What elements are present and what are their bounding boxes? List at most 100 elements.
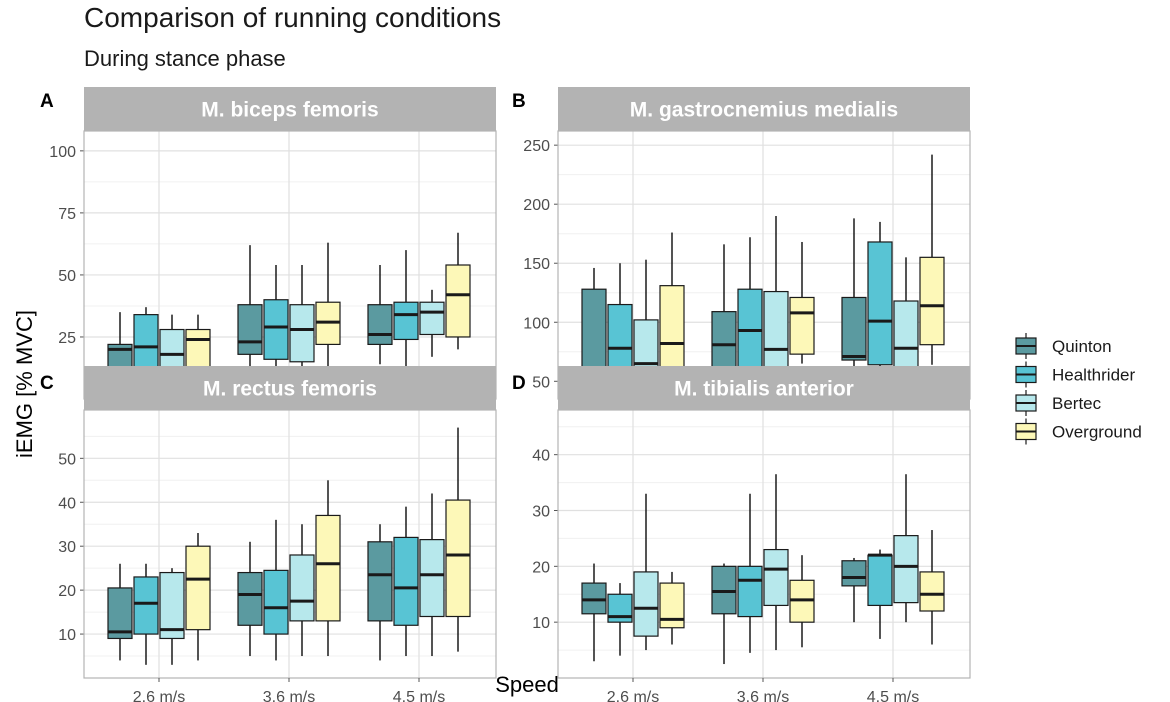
box	[393, 536, 419, 626]
box	[107, 587, 133, 640]
box	[263, 569, 289, 635]
boxplot-healthrider	[133, 563, 159, 665]
legend-item: Healthrider	[1015, 361, 1135, 388]
boxplot-bertec	[763, 474, 789, 651]
legend-item: Overground	[1015, 418, 1142, 445]
facet-panel: D M. tibialis anterior 10 20 30 40 2.6 m/s 3.6 …	[512, 366, 971, 702]
y-tick-label: 20	[58, 583, 76, 600]
box	[893, 535, 919, 604]
box	[763, 290, 789, 380]
boxplot-overground	[919, 154, 945, 365]
boxplot-overground	[445, 427, 471, 652]
boxplot-overground	[789, 555, 815, 648]
y-axis-title: iEMG [% MVC]	[12, 310, 37, 458]
panel-tag: D	[512, 373, 526, 394]
boxplot-quinton	[841, 557, 867, 623]
box	[185, 545, 211, 631]
facet-panel: C M. rectus femoris 10 20 30 40 50 2.6 m/s 3.6 m…	[40, 366, 497, 702]
x-tick-label: 4.5 m/s	[867, 689, 919, 702]
legend-label: Overground	[1052, 423, 1142, 442]
box	[919, 256, 945, 346]
box	[419, 539, 445, 618]
boxplot-bertec	[763, 216, 789, 384]
boxplot-overground	[919, 530, 945, 645]
box	[867, 241, 893, 366]
x-axis-title: Speed	[495, 672, 559, 697]
y-tick-label: 40	[532, 448, 550, 465]
boxplot-healthrider	[867, 221, 893, 372]
box	[841, 296, 867, 361]
panel-tag: A	[40, 91, 54, 112]
box	[763, 548, 789, 607]
x-tick-label: 2.6 m/s	[133, 689, 185, 702]
chart-title: Comparison of running conditions	[84, 2, 501, 33]
y-tick-label: 100	[523, 315, 550, 332]
legend-label: Healthrider	[1052, 366, 1135, 385]
y-tick-label: 10	[58, 627, 76, 644]
box	[367, 541, 393, 622]
box	[185, 328, 211, 368]
boxplot-quinton	[237, 245, 263, 372]
y-tick-label: 200	[523, 197, 550, 214]
boxplot-healthrider	[133, 307, 159, 382]
boxplot-overground	[185, 533, 211, 661]
boxplot-overground	[445, 232, 471, 350]
facet-panels: A M. biceps femoris 25 50 75 100 B M. gastrocne…	[40, 87, 971, 702]
y-tick-label: 30	[532, 504, 550, 521]
panel-border	[557, 409, 971, 679]
boxplot-bertec	[289, 524, 315, 657]
facet-strip	[84, 87, 496, 131]
box	[841, 560, 867, 587]
box	[711, 311, 737, 368]
box	[289, 554, 315, 622]
box	[633, 571, 659, 637]
box	[893, 300, 919, 371]
box	[393, 301, 419, 341]
boxplot-healthrider	[607, 583, 633, 656]
box	[159, 571, 185, 640]
x-tick-label: 4.5 m/s	[393, 689, 445, 702]
facet-panel: B M. gastrocnemius medialis 50 100 150 200 250	[512, 87, 971, 400]
boxplot-bertec	[893, 257, 919, 379]
box	[867, 554, 893, 607]
facet-strip-title: M. biceps femoris	[201, 99, 378, 122]
legend-label: Bertec	[1052, 394, 1102, 413]
boxplot-overground	[789, 241, 815, 364]
box	[737, 565, 763, 618]
boxplot-overground	[315, 242, 341, 375]
boxplot-quinton	[581, 563, 607, 662]
box	[445, 499, 471, 618]
box	[263, 299, 289, 360]
boxplot-quinton	[367, 265, 393, 365]
box	[919, 571, 945, 612]
y-tick-label: 10	[532, 615, 550, 632]
boxplot-overground	[315, 480, 341, 657]
legend-item: Quinton	[1015, 333, 1112, 359]
y-tick-label: 50	[532, 374, 550, 391]
x-tick-label: 3.6 m/s	[263, 689, 315, 702]
facet-strip-title: M. rectus femoris	[203, 378, 377, 401]
boxplot-bertec	[893, 474, 919, 623]
y-tick-label: 40	[58, 495, 76, 512]
y-tick-label: 250	[523, 138, 550, 155]
boxplot-healthrider	[737, 237, 763, 376]
box	[367, 304, 393, 346]
y-tick-label: 25	[58, 330, 76, 347]
box	[133, 576, 159, 635]
facet-strip-title: M. tibialis anterior	[674, 378, 854, 401]
y-tick-label: 100	[49, 144, 76, 161]
facet-strip	[84, 366, 496, 410]
boxplot-bertec	[419, 289, 445, 357]
legend-item: Bertec	[1015, 390, 1102, 416]
y-tick-label: 20	[532, 559, 550, 576]
boxplot-quinton	[367, 524, 393, 661]
boxplot-healthrider	[867, 549, 893, 639]
boxplot-quinton	[237, 541, 263, 657]
facet-strip	[558, 87, 970, 131]
boxplot-healthrider	[263, 265, 289, 372]
legend: Quinton Healthrider Bertec Overground	[1015, 333, 1142, 445]
y-tick-label: 75	[58, 206, 76, 223]
box	[133, 314, 159, 368]
y-tick-label: 50	[58, 451, 76, 468]
facet-strip-title: M. gastrocnemius medialis	[630, 99, 898, 122]
